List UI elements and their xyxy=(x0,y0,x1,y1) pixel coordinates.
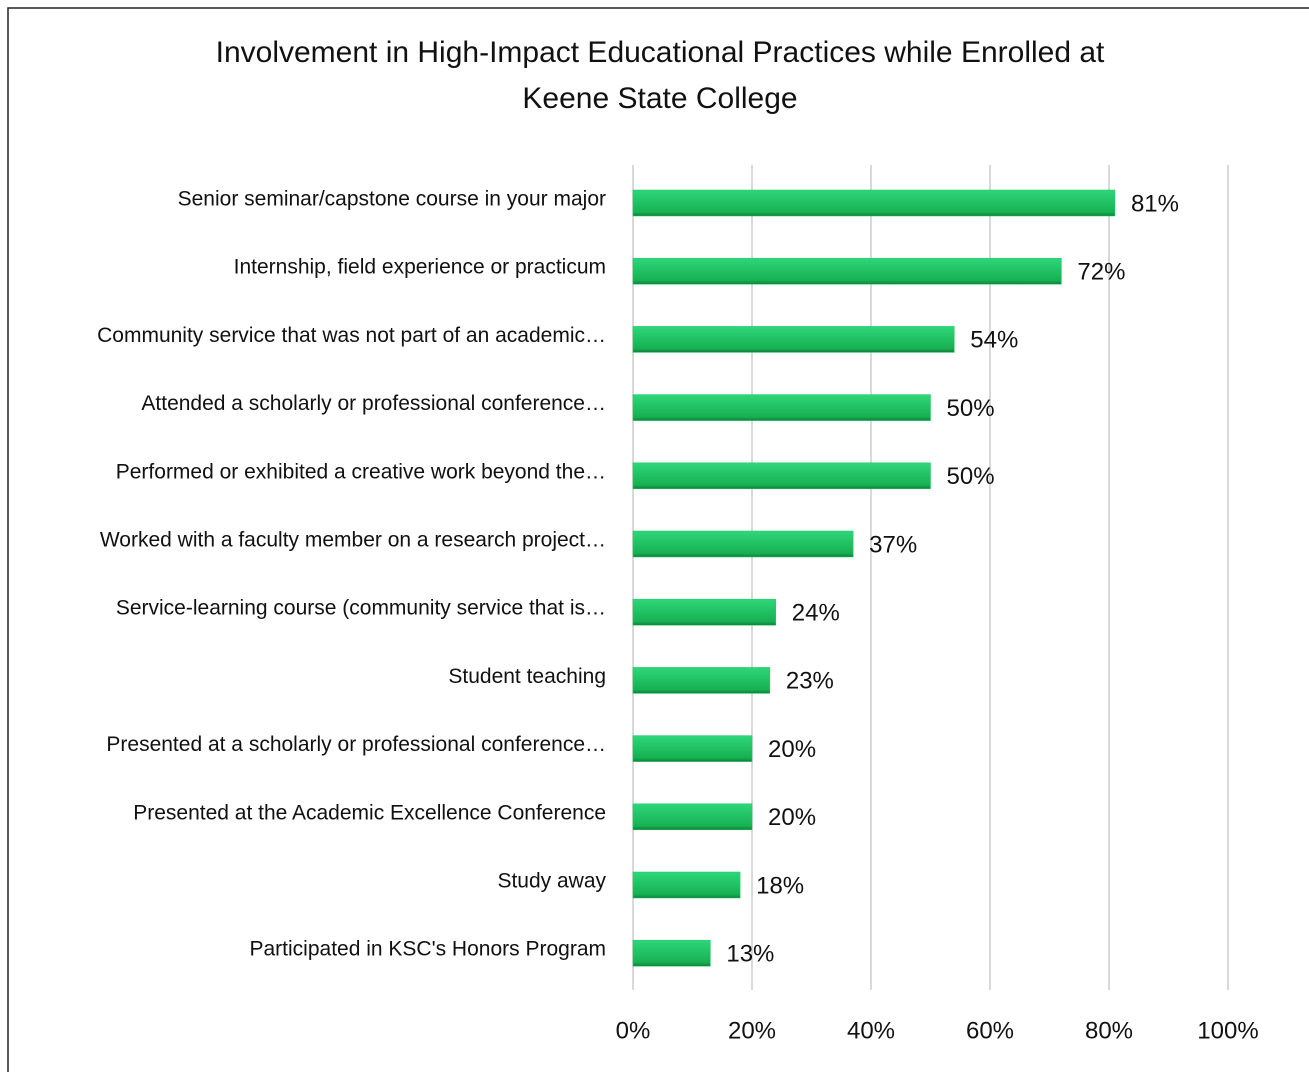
bar xyxy=(632,462,931,490)
y-tick-label: Senior seminar/capstone course in your m… xyxy=(178,188,606,211)
bar xyxy=(632,530,854,558)
bar xyxy=(632,939,711,967)
y-tick-label: Study away xyxy=(497,870,606,893)
y-tick-label: Service-learning course (community servi… xyxy=(116,597,606,620)
y-tick-label: Internship, field experience or practicu… xyxy=(234,256,606,279)
chart-title: Keene State College xyxy=(522,82,797,115)
chart-title: Involvement in High-Impact Educational P… xyxy=(216,36,1105,69)
bar xyxy=(632,735,753,762)
bar xyxy=(632,326,955,353)
value-label: 50% xyxy=(947,463,995,490)
y-tick-label: Performed or exhibited a creative work b… xyxy=(116,460,606,483)
y-tick-label: Participated in KSC's Honors Program xyxy=(250,938,607,961)
y-tick-label: Presented at the Academic Excellence Con… xyxy=(133,801,606,824)
value-label: 13% xyxy=(726,941,774,968)
value-label: 50% xyxy=(947,395,995,422)
x-tick-label: 20% xyxy=(728,1017,776,1044)
y-tick-label: Community service that was not part of a… xyxy=(97,324,606,347)
bar xyxy=(632,667,771,694)
bar xyxy=(632,871,741,899)
y-tick-label: Attended a scholarly or professional con… xyxy=(141,392,606,415)
y-tick-label: Student teaching xyxy=(448,665,606,688)
value-label: 81% xyxy=(1131,190,1179,217)
x-tick-label: 0% xyxy=(616,1017,651,1044)
y-tick-label: Presented at a scholarly or professional… xyxy=(106,733,606,756)
y-tick-label: Worked with a faculty member on a resear… xyxy=(100,529,606,552)
value-label: 24% xyxy=(792,600,840,627)
value-label: 72% xyxy=(1077,259,1125,286)
bar xyxy=(632,803,753,831)
bar xyxy=(632,189,1116,217)
x-tick-label: 80% xyxy=(1085,1017,1133,1044)
value-label: 20% xyxy=(768,804,816,831)
x-tick-label: 40% xyxy=(847,1017,895,1044)
value-label: 18% xyxy=(756,872,804,899)
bar xyxy=(632,257,1062,285)
bar xyxy=(632,598,777,626)
chart-border xyxy=(7,7,1309,1072)
value-label: 23% xyxy=(786,668,834,695)
x-tick-label: 60% xyxy=(966,1017,1014,1044)
value-label: 37% xyxy=(869,531,917,558)
x-tick-label: 100% xyxy=(1197,1017,1258,1044)
value-label: 20% xyxy=(768,736,816,763)
bar xyxy=(632,394,931,421)
value-label: 54% xyxy=(970,327,1018,354)
